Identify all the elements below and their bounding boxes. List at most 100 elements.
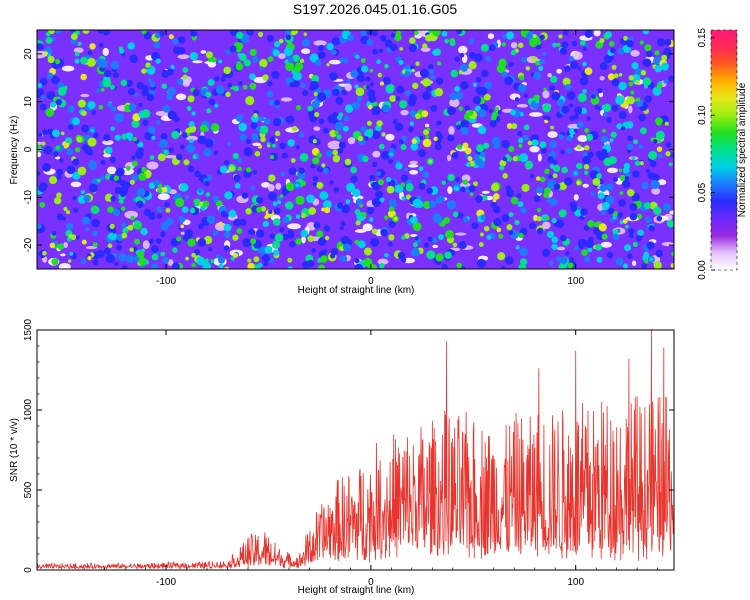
- spectrogram-cell: [310, 163, 316, 169]
- spectrogram-cell: [272, 249, 280, 256]
- spectrogram-cell: [281, 152, 288, 159]
- spectrogram-cell: [112, 208, 121, 217]
- spectrogram-cell: [295, 145, 301, 150]
- spectrogram-cell: [119, 179, 127, 187]
- spectrogram-cell: [241, 192, 249, 199]
- spectrogram-cell: [70, 33, 78, 41]
- spectrogram-cell: [585, 239, 594, 248]
- spectrogram-cell: [400, 182, 406, 188]
- spectrogram-cell: [202, 200, 210, 208]
- spectrogram-cell: [51, 75, 60, 85]
- spectrogram-cell: [545, 215, 550, 221]
- spectrogram-cell: [267, 80, 273, 87]
- spectrogram-cell: [147, 126, 156, 134]
- spectrogram-cell: [100, 87, 105, 92]
- spectrogram-cell: [81, 239, 87, 245]
- spectrogram-cell: [584, 128, 590, 133]
- spectrogram-cell: [519, 258, 528, 266]
- snr-y-axis-title: SNR (10 * v/v): [9, 418, 20, 482]
- spectrogram-cell: [339, 225, 344, 231]
- spectrogram-cell: [441, 263, 448, 269]
- spectrogram-cell: [612, 215, 617, 220]
- spectrogram-cell: [83, 194, 91, 203]
- snr-x-tick-label: -100: [156, 577, 176, 588]
- spectrogram-cell: [472, 96, 482, 105]
- spectrogram-cell: [188, 120, 195, 127]
- spectrogram-cell: [438, 234, 444, 240]
- spectrogram-cell: [317, 44, 325, 52]
- spectrogram-cell: [110, 60, 120, 70]
- spectrogram-cell: [542, 103, 551, 113]
- spectrogram-cell: [458, 106, 463, 111]
- spectrogram-cell: [171, 262, 180, 269]
- spectrogram-cell: [622, 218, 628, 224]
- spectrogram-cell: [155, 58, 161, 64]
- spectrogram-cell: [372, 130, 381, 140]
- spectrogram-cell: [616, 123, 623, 130]
- spectrogram-cell: [287, 139, 295, 147]
- snr-x-tick-label: 100: [567, 577, 584, 588]
- spectrogram-cell: [340, 255, 348, 263]
- spectrogram-cell: [627, 253, 633, 259]
- spectrogram-cell: [316, 230, 324, 238]
- spectrogram-cell: [435, 196, 443, 204]
- spectrogram-cell: [640, 127, 647, 135]
- spectrogram-cell: [112, 229, 117, 234]
- spectrogram-cell: [243, 59, 251, 67]
- spectrogram-cell: [251, 133, 259, 141]
- spectrogram-cell: [586, 133, 594, 142]
- spectrogram-cell: [295, 214, 301, 219]
- spectrogram-cell: [384, 215, 389, 220]
- spectrogram-cell: [121, 232, 128, 239]
- spectrogram-cell: [272, 117, 282, 127]
- spectrogram-cell: [268, 257, 275, 264]
- spectrogram-cell: [185, 135, 198, 141]
- spectrogram-cell: [430, 104, 438, 112]
- spectrogram-cell: [314, 59, 322, 67]
- spectrogram-cell: [105, 254, 115, 264]
- spectrogram-cell: [245, 208, 252, 215]
- spectrogram-cell: [546, 230, 555, 239]
- spectrogram-cell: [550, 75, 558, 83]
- spectrogram-cell: [566, 91, 576, 101]
- spectrogram-cell: [127, 88, 136, 96]
- spectrogram-cell: [607, 73, 615, 81]
- spectrogram-cell: [644, 44, 652, 52]
- spectrogram-cell: [48, 175, 58, 185]
- spectrogram-cell: [626, 143, 634, 151]
- spectrogram-cell: [458, 240, 467, 250]
- spectrogram-cell: [55, 145, 60, 150]
- colorbar: 0.00 0.05 0.10 0.15 Normalized spectral amp…: [697, 28, 748, 280]
- spectrogram-cell: [527, 140, 533, 146]
- spectrogram-cell: [344, 83, 352, 92]
- spectrogram-cell: [447, 134, 455, 142]
- spectrogram-cell: [397, 251, 406, 259]
- spectrogram-cell: [134, 238, 140, 245]
- spectrogram-cell: [631, 156, 636, 161]
- spectrogram-cell: [587, 220, 595, 228]
- spectrogram-cell: [505, 185, 512, 192]
- spectrogram-cell: [215, 254, 221, 259]
- spectrogram-cell: [156, 120, 161, 125]
- spectrogram-cell: [518, 83, 526, 92]
- spectrogram-cell: [191, 252, 196, 258]
- spectrogram-cell: [63, 206, 68, 212]
- spectrogram-cell: [518, 143, 523, 148]
- spectrogram-cell: [235, 62, 244, 71]
- spectrogram-cell: [401, 235, 406, 240]
- spectrogram-cell: [298, 132, 305, 138]
- spectrogram-cell: [239, 133, 247, 141]
- spectrogram-cell: [37, 151, 42, 158]
- spectrogram-cell: [643, 251, 650, 258]
- spectrogram-cell: [368, 128, 373, 134]
- spectrogram-cell: [564, 65, 571, 73]
- spectrogram-cell: [133, 246, 138, 252]
- spectrogram-cell: [456, 144, 463, 150]
- spectrogram-cell: [471, 222, 479, 230]
- spectrogram-cell: [312, 175, 319, 182]
- spectrogram-cell: [434, 143, 442, 151]
- spectrogram-cell: [312, 181, 317, 187]
- spectrogram-cell: [412, 242, 418, 248]
- spectrogram-cell: [552, 42, 557, 48]
